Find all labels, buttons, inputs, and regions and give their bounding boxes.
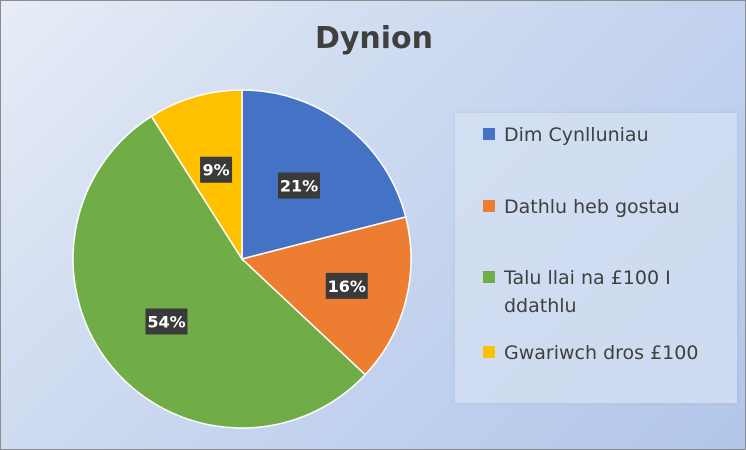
data-label-text: 21% xyxy=(280,177,318,196)
data-label: 54% xyxy=(145,308,188,335)
data-label-text: 9% xyxy=(202,161,229,180)
legend-item-dathlu-heb-gostau: Dathlu heb gostau xyxy=(483,193,734,221)
data-label-text: 16% xyxy=(328,277,366,296)
data-label-box xyxy=(200,156,233,183)
data-label-box xyxy=(145,308,188,335)
data-label-box xyxy=(325,272,368,299)
data-label: 9% xyxy=(200,156,233,183)
pie-slice-talu-llai xyxy=(72,115,367,429)
legend-label: Dim Cynlluniau xyxy=(504,124,649,146)
pie-slice-dim-cynlluniau xyxy=(241,89,407,260)
data-label: 16% xyxy=(325,272,368,299)
legend-swatch-yellow xyxy=(483,346,495,358)
legend-swatch-blue xyxy=(483,128,495,140)
data-label-box xyxy=(277,172,320,199)
data-label: 21% xyxy=(277,172,320,199)
legend-label: Dathlu heb gostau xyxy=(504,196,680,218)
legend-item-talu-llai: Talu llai na £100 I ddathlu xyxy=(483,264,734,320)
chart-title: Dynion xyxy=(314,21,434,56)
legend-item-dim-cynlluniau: Dim Cynlluniau xyxy=(483,121,734,149)
legend-swatch-green xyxy=(483,271,495,283)
legend-swatch-orange xyxy=(483,200,495,212)
pie-slice-gwariwch-dros xyxy=(150,89,243,262)
legend: Dim Cynlluniau Dathlu heb gostau Talu ll… xyxy=(455,113,737,403)
legend-label: Gwariwch dros £100 xyxy=(504,342,699,364)
legend-label: Talu llai na £100 I ddathlu xyxy=(504,267,671,317)
data-label-text: 54% xyxy=(147,312,185,331)
legend-item-gwariwch-dros: Gwariwch dros £100 xyxy=(483,339,734,367)
